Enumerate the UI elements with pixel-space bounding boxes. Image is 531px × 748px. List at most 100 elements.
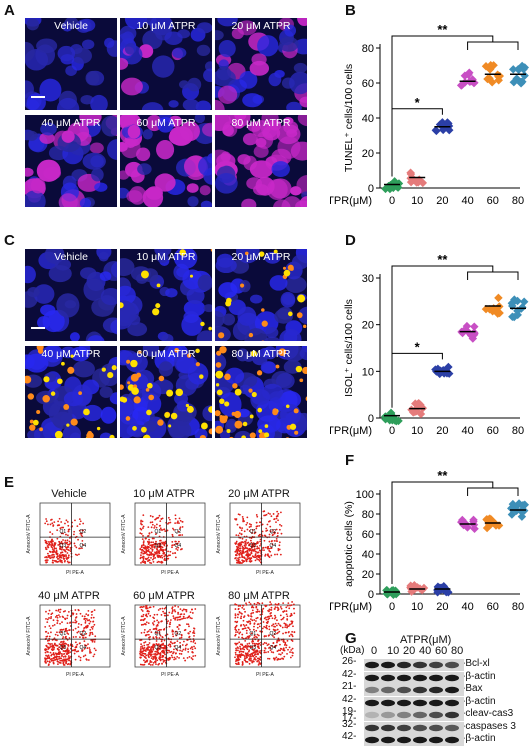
micrograph-label: Vehicle — [54, 251, 88, 263]
flow-xlabel: PI PE-A — [256, 672, 274, 678]
x-tick-label: 10 — [411, 425, 423, 437]
y-axis-label: TUNEL⁺ cells/100 cells — [343, 64, 355, 172]
quadrant-label: Q1 — [250, 631, 257, 637]
x-tick-label: 10 — [411, 195, 423, 207]
blot-band — [397, 711, 411, 719]
blot-band — [413, 699, 427, 706]
data-point — [465, 68, 474, 78]
x-tick-label: 80 — [512, 425, 524, 437]
y-tick-label: 40 — [362, 549, 374, 561]
panel-letter-d: D — [345, 232, 356, 249]
data-point — [492, 307, 502, 316]
micrograph-c-3: 40 μM ATPR — [24, 345, 118, 439]
micrograph-a-0: Vehicle — [24, 17, 118, 111]
quadrant-label: Q3 — [60, 645, 67, 651]
y-tick-label: 10 — [362, 366, 374, 378]
quadrant-label: Q2 — [270, 529, 277, 535]
data-point — [414, 398, 423, 408]
dose-label: 40 — [419, 645, 432, 657]
micrograph-label: 60 μM ATPR — [136, 117, 196, 129]
scale-bar — [31, 96, 45, 98]
significance-label: * — [415, 339, 421, 354]
dose-header: ATPR(μM) — [400, 634, 452, 646]
blot-band — [365, 674, 379, 681]
x-tick-label: 60 — [487, 195, 499, 207]
micrograph-label: 10 μM ATPR — [136, 20, 196, 32]
x-axis-label: ATPR(μM) — [330, 425, 372, 437]
flow-ylabel: AnnexinV FITC-A — [121, 616, 127, 656]
micrograph-label: 40 μM ATPR — [41, 117, 101, 129]
y-tick-label: 0 — [368, 589, 374, 601]
protein-label: -cleav-cas3 — [462, 708, 514, 719]
blot-band — [445, 699, 459, 706]
x-tick-label: 0 — [389, 601, 395, 613]
flow-ylabel: AnnexinV FITC-A — [121, 514, 127, 554]
dose-label: 80 — [451, 645, 464, 657]
blot-band — [445, 674, 459, 681]
flow-plot-title: 10 μM ATPR — [133, 488, 195, 500]
micrograph-label: 20 μM ATPR — [231, 251, 291, 263]
kda-marker: 42- — [342, 731, 357, 742]
micrograph-label: 60 μM ATPR — [136, 348, 196, 360]
flow-plot-2: 20 μM ATPR Q1 Q2 Q3 Q4 PI PE-A AnnexinV FITC-A — [212, 488, 306, 576]
blot-band — [445, 686, 459, 694]
flow-plot-title: Vehicle — [51, 488, 87, 500]
flow-plot-title: 60 μM ATPR — [133, 590, 195, 602]
dose-label: 20 — [403, 645, 416, 657]
quadrant-label: Q1 — [60, 631, 67, 637]
x-tick-label: 20 — [436, 195, 448, 207]
quadrant-label: Q2 — [270, 631, 277, 637]
y-tick-label: 40 — [362, 113, 374, 125]
data-point — [513, 65, 523, 74]
blot-band — [429, 711, 443, 719]
quadrant-label: Q3 — [250, 543, 257, 549]
data-point — [456, 81, 466, 90]
micrograph-a-5: 80 μM ATPR — [214, 114, 308, 208]
quadrant-label: Q2 — [80, 529, 87, 535]
kda-marker: 21- — [342, 681, 357, 692]
flow-xlabel: PI PE-A — [66, 672, 84, 678]
micrograph-a-4: 60 μM ATPR — [119, 114, 213, 208]
data-point — [458, 515, 467, 525]
dose-label: 60 — [435, 645, 448, 657]
kda-marker: 42- — [342, 693, 357, 705]
micrograph-c-2: 20 μM ATPR — [214, 248, 308, 342]
flow-ylabel: AnnexinV FITC-A — [216, 616, 222, 656]
protein-label: -caspases 3 — [462, 720, 516, 732]
blot-band — [429, 736, 443, 744]
flow-plot-title: 80 μM ATPR — [228, 590, 290, 602]
kda-marker: 32- — [342, 718, 357, 730]
data-point — [438, 118, 447, 127]
flow-plot-4: 60 μM ATPR Q1 Q2 Q3 Q4 PI PE-A AnnexinV FITC-A — [117, 590, 211, 678]
significance-label: ** — [437, 22, 448, 37]
blot-band — [413, 724, 427, 731]
quadrant-label: Q1 — [155, 529, 162, 535]
blot-band — [445, 711, 459, 719]
micrograph-c-1: 10 μM ATPR — [119, 248, 213, 342]
blot-band — [397, 699, 411, 706]
y-tick-label: 20 — [362, 148, 374, 160]
flow-xlabel: PI PE-A — [161, 570, 179, 576]
blot-band — [429, 699, 443, 706]
blot-strip — [364, 734, 464, 746]
significance-bracket — [391, 352, 443, 408]
flow-xlabel: PI PE-A — [161, 672, 179, 678]
blot-strip — [364, 671, 464, 684]
micrograph-a-3: 40 μM ATPR — [24, 114, 118, 208]
dose-label: 10 — [387, 645, 400, 657]
blot-band — [413, 674, 427, 681]
blot-band — [365, 661, 379, 669]
protein-label: -β-actin — [462, 733, 496, 744]
micrograph-label: 40 μM ATPR — [41, 348, 101, 360]
dose-label: 0 — [371, 645, 378, 657]
micrograph-label: Vehicle — [54, 20, 88, 32]
blot-band — [381, 674, 395, 681]
blot-band — [365, 686, 379, 694]
x-tick-label: 60 — [487, 601, 499, 613]
x-tick-label: 40 — [461, 601, 473, 613]
panel-letter-a: A — [4, 2, 15, 19]
significance-label: * — [415, 95, 421, 110]
panel-letter-b: B — [345, 2, 356, 19]
